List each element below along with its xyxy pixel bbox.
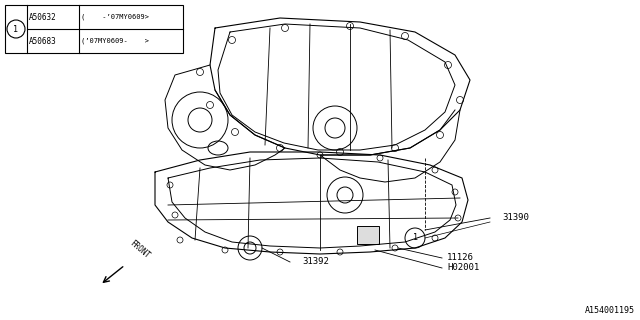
Text: (’07MY0609-    >: (’07MY0609- > (81, 38, 149, 44)
Text: A50632: A50632 (29, 12, 57, 21)
Text: 1: 1 (413, 234, 417, 243)
Text: H02001: H02001 (447, 263, 479, 273)
Bar (5, 5, 183, 53)
Text: A50683: A50683 (29, 36, 57, 45)
Text: 31390: 31390 (502, 213, 529, 222)
FancyBboxPatch shape (357, 226, 379, 244)
Text: 31392: 31392 (302, 258, 329, 267)
Text: A154001195: A154001195 (585, 306, 635, 315)
Text: 11126: 11126 (447, 253, 474, 262)
Text: 1: 1 (13, 25, 19, 34)
Text: (    -’07MY0609>: ( -’07MY0609> (81, 14, 149, 20)
Text: FRONT: FRONT (128, 238, 152, 260)
